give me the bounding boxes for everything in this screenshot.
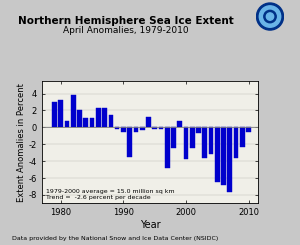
Bar xyxy=(159,127,163,129)
Text: 1979-2000 average = 15.0 million sq km
Trend =  -2.6 percent per decade: 1979-2000 average = 15.0 million sq km T… xyxy=(46,189,175,200)
Bar xyxy=(65,122,69,127)
Bar xyxy=(109,115,113,127)
Bar xyxy=(227,127,232,192)
X-axis label: Year: Year xyxy=(140,220,160,230)
Bar xyxy=(71,95,76,127)
Bar xyxy=(52,102,57,127)
Circle shape xyxy=(264,10,276,23)
Bar xyxy=(146,117,151,127)
Bar xyxy=(184,127,188,159)
Text: Northern Hemisphere Sea Ice Extent: Northern Hemisphere Sea Ice Extent xyxy=(18,16,234,26)
Circle shape xyxy=(266,13,274,20)
Circle shape xyxy=(256,3,284,30)
Bar xyxy=(202,127,207,158)
Bar xyxy=(90,118,94,127)
Text: Data provided by the National Snow and Ice Data Center (NSIDC): Data provided by the National Snow and I… xyxy=(12,236,218,241)
Bar xyxy=(196,127,201,133)
Bar xyxy=(234,127,239,158)
Text: April Anomalies, 1979-2010: April Anomalies, 1979-2010 xyxy=(63,26,189,35)
Bar xyxy=(96,108,101,127)
Bar xyxy=(190,127,195,148)
Bar xyxy=(140,127,145,130)
Bar xyxy=(134,127,138,132)
Bar xyxy=(58,100,63,127)
Bar xyxy=(115,127,119,129)
Bar xyxy=(102,108,107,127)
Bar xyxy=(171,127,176,148)
Bar xyxy=(240,127,245,147)
Bar xyxy=(152,127,157,129)
Bar xyxy=(83,118,88,127)
Bar xyxy=(209,127,213,154)
Bar xyxy=(127,127,132,157)
Bar xyxy=(177,122,182,127)
Y-axis label: Extent Anomalies in Percent: Extent Anomalies in Percent xyxy=(17,83,26,202)
Bar xyxy=(77,110,82,127)
Bar xyxy=(165,127,169,168)
Circle shape xyxy=(259,6,281,27)
Bar xyxy=(121,127,126,132)
Bar xyxy=(215,127,220,182)
Bar xyxy=(246,127,251,132)
Bar xyxy=(221,127,226,185)
